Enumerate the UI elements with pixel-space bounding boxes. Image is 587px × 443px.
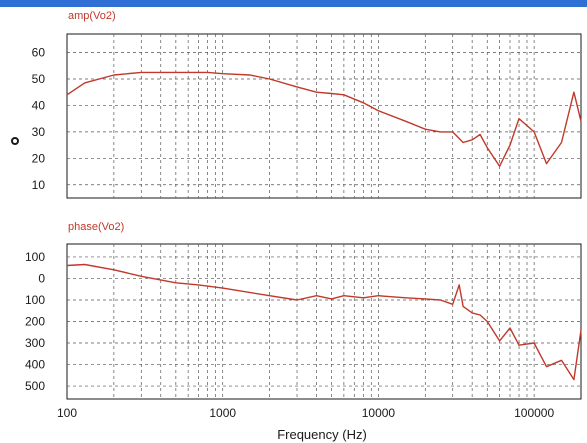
top-accent-bar <box>0 0 587 7</box>
y-tick-label: 50 <box>32 72 46 86</box>
y-tick-label: 400 <box>25 358 45 372</box>
y-tick-label: 100 <box>25 250 45 264</box>
x-tick-label: 100000 <box>514 406 554 420</box>
plot-frame <box>66 243 582 400</box>
x-axis-title: Frequency (Hz) <box>277 427 367 442</box>
y-tick-label: 200 <box>25 315 45 329</box>
bullet-marker <box>11 137 19 145</box>
y-tick-label: 0 <box>38 271 45 285</box>
y-tick-label: 100 <box>25 293 45 307</box>
y-tick-label: 60 <box>32 46 46 60</box>
y-tick-label: 10 <box>32 178 46 192</box>
series-line <box>66 71 582 168</box>
x-tick-label: 1000 <box>209 406 236 420</box>
x-tick-label: 100 <box>57 406 77 420</box>
y-tick-label: 30 <box>32 125 46 139</box>
panel-0: 60 50 40 30 20 10 <box>32 33 582 199</box>
amp-panel-title: amp(Vo2) <box>68 10 116 22</box>
y-tick-label: 40 <box>32 98 46 112</box>
x-tick-label: 10000 <box>362 406 396 420</box>
plot-frame <box>66 33 582 199</box>
panel-1: 100 0 100 200 300 400 500 <box>25 243 582 400</box>
y-tick-label: 500 <box>25 379 45 393</box>
phase-panel-title: phase(Vo2) <box>68 221 124 233</box>
y-tick-label: 300 <box>25 336 45 350</box>
series-line <box>66 263 582 381</box>
y-tick-label: 20 <box>32 151 46 165</box>
